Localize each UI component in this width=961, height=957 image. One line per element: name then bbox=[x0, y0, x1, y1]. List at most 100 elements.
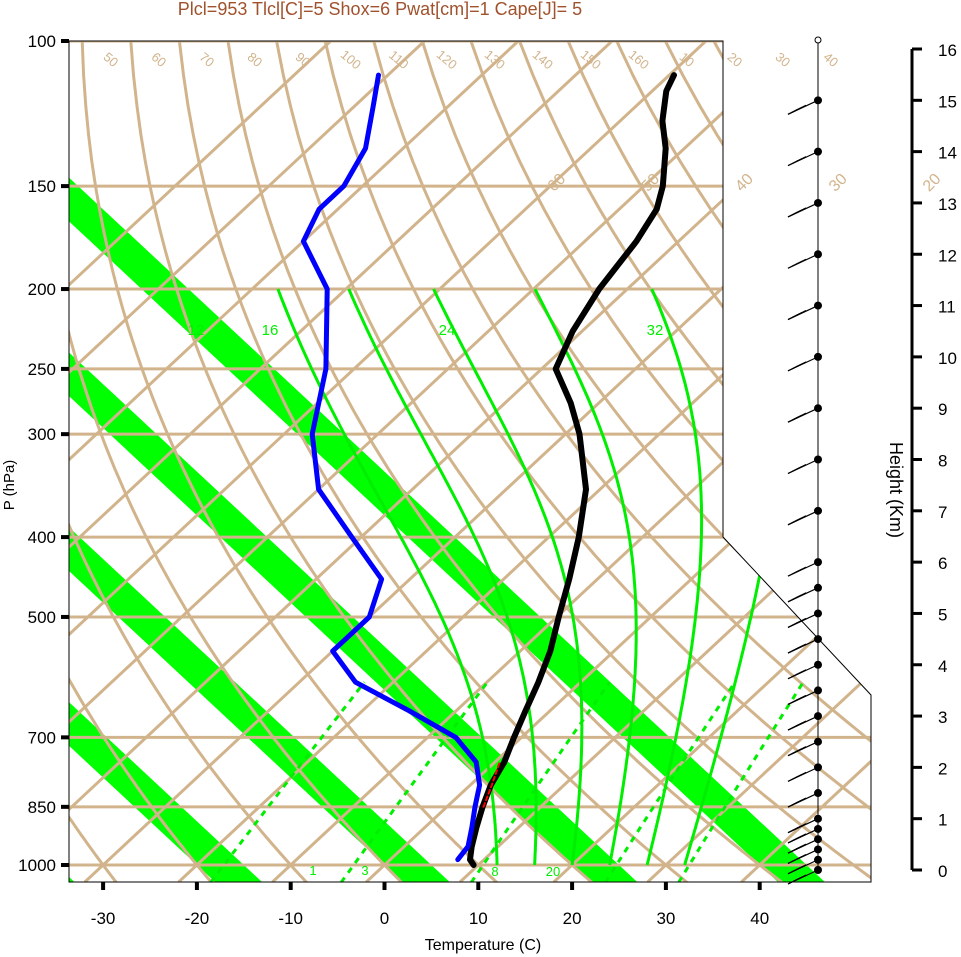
wind-barb-feather bbox=[795, 843, 807, 850]
moist-adiabat-line bbox=[276, 288, 499, 866]
wind-barb-feather bbox=[795, 771, 807, 778]
x-tick-label: 30 bbox=[656, 909, 675, 928]
isotherm-line bbox=[69, 41, 707, 882]
dry-adiabat-line bbox=[323, 41, 871, 882]
mixing-ratio-label: 8 bbox=[491, 864, 498, 879]
x-tick-label: 40 bbox=[750, 909, 769, 928]
dry-adiabat-label: 90 bbox=[293, 49, 314, 70]
wind-barb-feather bbox=[795, 797, 807, 804]
dry-adiabat-line bbox=[69, 41, 216, 882]
moist-adiabat-label: 32 bbox=[647, 322, 664, 339]
chart-title: Plcl=953 Tlcl[C]=5 Shox=6 Pwat[cm]=1 Cap… bbox=[178, 0, 582, 19]
x-tick-label: 10 bbox=[469, 909, 488, 928]
isotherm-label: 30 bbox=[826, 171, 851, 196]
height-tick-label: 9 bbox=[938, 400, 947, 419]
isotherm-bands bbox=[69, 41, 826, 882]
dry-adiabat-line bbox=[69, 41, 311, 882]
wind-top-marker bbox=[814, 36, 822, 44]
dry-adiabat-label: 40 bbox=[821, 49, 842, 70]
y-tick-label: 250 bbox=[28, 360, 56, 379]
x-axis-label: Temperature (C) bbox=[425, 937, 541, 954]
dry-adiabat-line bbox=[80, 41, 502, 882]
wind-barb-feather bbox=[795, 643, 807, 650]
x-tick-label: -10 bbox=[278, 909, 303, 928]
dry-adiabat-label: 30 bbox=[773, 49, 794, 70]
isotherm-label: 20 bbox=[920, 171, 945, 196]
isotherm-line bbox=[69, 41, 801, 882]
x-tick-label: 20 bbox=[563, 909, 582, 928]
dry-adiabat-label: 110 bbox=[386, 47, 412, 72]
wind-barb-feather bbox=[795, 823, 807, 830]
dry-adiabat-label: 70 bbox=[197, 49, 218, 70]
dry-adiabat-line bbox=[761, 41, 871, 882]
wind-barb-feather bbox=[795, 864, 807, 871]
mixing-ratio-line bbox=[677, 681, 805, 882]
height-tick-label: 6 bbox=[938, 554, 947, 573]
moist-adiabat-label: 24 bbox=[439, 322, 456, 339]
height-tick-label: 1 bbox=[938, 811, 947, 830]
dry-adiabat-line bbox=[518, 41, 871, 882]
isotherm-line bbox=[69, 41, 871, 882]
x-tick-label: -30 bbox=[91, 909, 116, 928]
wind-barb-feather bbox=[795, 156, 807, 163]
mixing-ratio-label: 3 bbox=[361, 863, 368, 878]
wind-barb-feather bbox=[795, 694, 807, 701]
dry-adiabat-line bbox=[372, 41, 871, 882]
y-tick-label: 500 bbox=[28, 608, 56, 627]
height-tick-label: 12 bbox=[938, 246, 957, 265]
dry-adiabat-label: 130 bbox=[482, 47, 508, 72]
y-axis-label: P (hPa) bbox=[1, 460, 18, 511]
isotherm-label: 60 bbox=[545, 171, 570, 196]
isotherm-line bbox=[69, 41, 332, 882]
x-tick-label: -20 bbox=[185, 909, 210, 928]
mixing-ratio-line bbox=[339, 681, 489, 882]
y-tick-label: 100 bbox=[28, 32, 56, 51]
moist-adiabat-line bbox=[347, 288, 538, 866]
dry-adiabat-label: 60 bbox=[149, 49, 170, 70]
height-tick-label: 11 bbox=[938, 298, 956, 317]
wind-barb-feather bbox=[795, 566, 807, 573]
moist-adiabat-line bbox=[645, 288, 704, 866]
moist-adiabat-line bbox=[432, 288, 584, 866]
wind-barb-feather bbox=[795, 669, 807, 676]
y-tick-label: 850 bbox=[28, 798, 56, 817]
mixing-ratio-line bbox=[209, 681, 366, 882]
isotherm-line bbox=[69, 41, 426, 882]
height-tick-label: 16 bbox=[938, 41, 957, 60]
wind-barb-feather bbox=[795, 617, 807, 624]
height-tick-label: 2 bbox=[938, 759, 947, 778]
dry-adiabat-line bbox=[69, 41, 121, 882]
y-tick-label: 150 bbox=[28, 177, 56, 196]
sounding-profiles bbox=[300, 72, 677, 868]
y-tick-label: 200 bbox=[28, 280, 56, 299]
isotherm-line bbox=[177, 41, 871, 882]
isotherm-band bbox=[69, 41, 451, 882]
dry-adiabat-label: 140 bbox=[530, 47, 556, 72]
height-tick-label: 4 bbox=[938, 657, 947, 676]
dry-adiabat-line bbox=[712, 41, 871, 882]
parcel-profile bbox=[482, 761, 501, 808]
axes: -30 -20 -10 0 10 20 30 401001502002503004005007… bbox=[18, 32, 769, 928]
dry-adiabat-label: 20 bbox=[725, 49, 746, 70]
wind-barb-feather bbox=[795, 463, 807, 471]
height-tick-label: 8 bbox=[938, 452, 947, 471]
height-tick-label: 5 bbox=[938, 605, 947, 624]
wind-barb-feather bbox=[795, 310, 807, 317]
wind-barb-feather bbox=[795, 361, 807, 368]
moist-adiabat-label: 16 bbox=[262, 322, 279, 339]
mixing-ratio-label: 1 bbox=[309, 863, 316, 878]
dewpoint-profile bbox=[300, 72, 483, 863]
wind-barb-feather bbox=[795, 104, 807, 111]
mixing-ratio-label: 20 bbox=[546, 864, 560, 879]
wind-barb-feather bbox=[795, 853, 807, 861]
dry-adiabat-line bbox=[275, 41, 871, 882]
wind-barb-feather bbox=[795, 412, 807, 419]
dry-adiabat-label: 80 bbox=[245, 49, 266, 70]
plot-frame bbox=[68, 40, 872, 883]
height-tick-label: 15 bbox=[938, 92, 957, 111]
x-tick-label: 0 bbox=[380, 909, 389, 928]
wind-barb-feather bbox=[795, 833, 807, 840]
wind-barb-feather bbox=[795, 874, 807, 881]
isotherm-line bbox=[646, 41, 871, 882]
